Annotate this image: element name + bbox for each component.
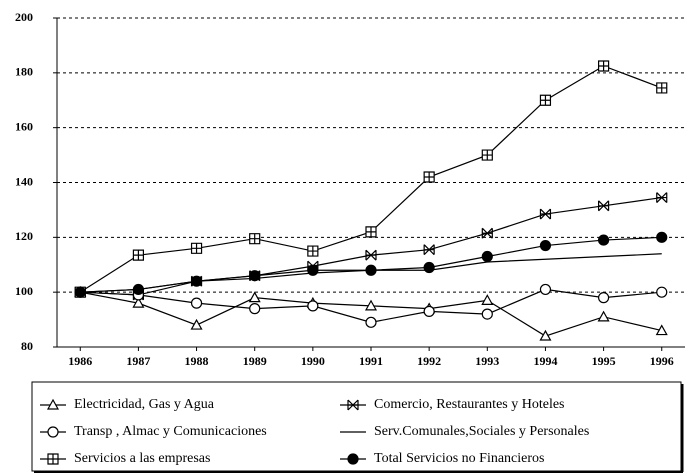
x-tick-label: 1989 bbox=[243, 354, 267, 368]
marker bbox=[249, 233, 261, 245]
marker bbox=[249, 270, 261, 282]
marker bbox=[365, 249, 377, 261]
marker bbox=[365, 316, 377, 328]
y-tick-label: 140 bbox=[15, 174, 33, 188]
marker bbox=[132, 296, 145, 308]
legend-label: Servicios a las empresas bbox=[74, 451, 210, 466]
marker bbox=[190, 242, 203, 254]
x-tick-label: 1991 bbox=[359, 354, 383, 368]
legend-label: Serv.Comunales,Sociales y Personales bbox=[374, 424, 589, 439]
marker bbox=[481, 308, 493, 320]
marker bbox=[190, 297, 203, 309]
marker bbox=[539, 208, 552, 220]
marker bbox=[481, 250, 493, 263]
marker bbox=[539, 94, 552, 106]
marker bbox=[539, 239, 552, 252]
marker bbox=[539, 329, 552, 341]
marker bbox=[347, 453, 359, 465]
marker bbox=[656, 231, 668, 243]
x-tick-label: 1988 bbox=[185, 354, 209, 368]
y-tick-label: 180 bbox=[15, 65, 33, 79]
marker bbox=[47, 426, 59, 438]
marker bbox=[597, 310, 610, 322]
marker bbox=[656, 82, 668, 94]
x-tick-label: 1990 bbox=[301, 354, 325, 368]
legend-label: Total Servicios no Financieros bbox=[374, 451, 545, 466]
x-tick-label: 1992 bbox=[417, 354, 441, 368]
marker bbox=[423, 244, 435, 256]
marker bbox=[365, 226, 377, 238]
marker bbox=[655, 324, 668, 336]
marker bbox=[365, 264, 377, 276]
marker bbox=[249, 303, 261, 315]
x-tick-label: 1995 bbox=[592, 354, 616, 368]
legend-label: Transp , Almac y Comunicaciones bbox=[74, 424, 267, 439]
marker bbox=[597, 292, 610, 304]
marker bbox=[597, 234, 610, 246]
marker bbox=[597, 200, 610, 212]
marker bbox=[481, 149, 493, 161]
marker bbox=[656, 286, 668, 298]
marker bbox=[132, 283, 145, 296]
y-tick-label: 120 bbox=[15, 229, 33, 243]
marker bbox=[539, 283, 552, 296]
marker bbox=[423, 261, 435, 274]
marker bbox=[47, 453, 59, 465]
marker bbox=[423, 171, 435, 183]
marker bbox=[597, 60, 610, 72]
marker bbox=[364, 299, 378, 311]
marker bbox=[190, 318, 203, 330]
legend-label: Comercio, Restaurantes y Hoteles bbox=[374, 397, 565, 412]
marker bbox=[481, 294, 494, 305]
y-tick-label: 200 bbox=[15, 10, 33, 24]
marker bbox=[46, 398, 60, 410]
marker bbox=[656, 192, 668, 204]
marker bbox=[307, 264, 319, 276]
marker bbox=[307, 245, 319, 257]
marker bbox=[248, 291, 261, 303]
marker bbox=[347, 399, 359, 411]
y-tick-label: 160 bbox=[15, 119, 33, 133]
marker bbox=[307, 300, 319, 312]
x-tick-label: 1986 bbox=[68, 354, 92, 368]
marker bbox=[74, 286, 86, 298]
y-tick-label: 100 bbox=[15, 284, 33, 298]
series-line bbox=[80, 196, 662, 296]
marker bbox=[132, 249, 145, 261]
legend-label: Electricidad, Gas y Agua bbox=[74, 397, 215, 412]
x-tick-label: 1994 bbox=[533, 354, 557, 368]
x-tick-label: 1987 bbox=[126, 354, 150, 368]
marker bbox=[481, 227, 493, 239]
y-tick-label: 80 bbox=[21, 339, 33, 353]
marker bbox=[190, 275, 203, 287]
marker bbox=[423, 305, 435, 317]
x-tick-label: 1993 bbox=[475, 354, 499, 368]
x-tick-label: 1996 bbox=[650, 354, 674, 368]
